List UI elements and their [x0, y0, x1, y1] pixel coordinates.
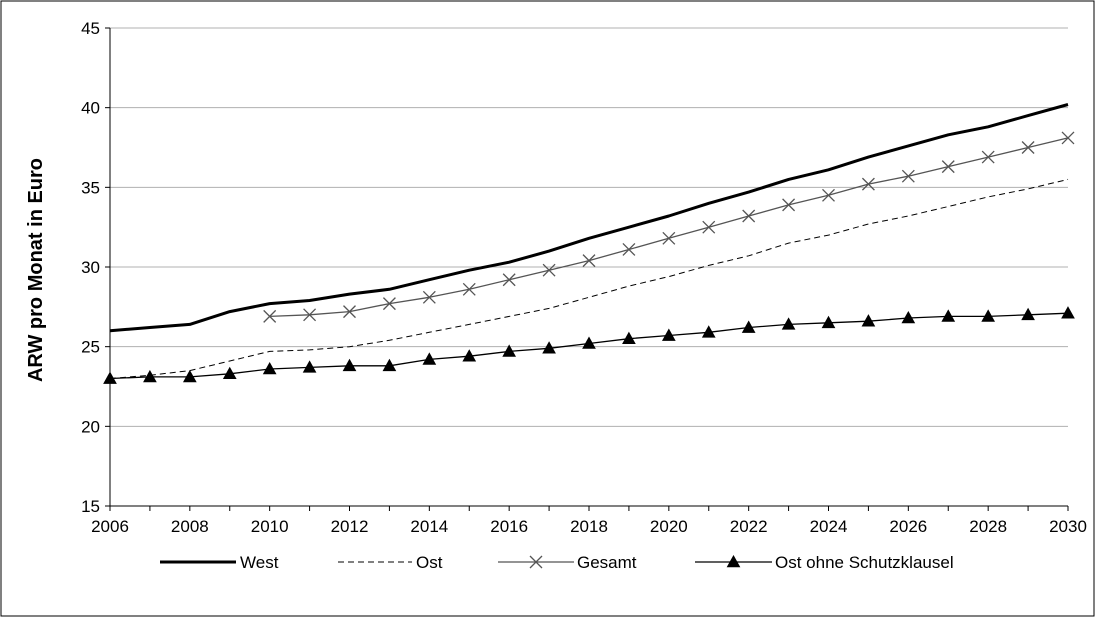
triangle-marker — [502, 344, 517, 357]
triangle-marker — [781, 317, 796, 330]
triangle-marker — [861, 314, 876, 327]
triangle-marker — [981, 309, 996, 322]
triangle-marker — [342, 358, 357, 372]
triangle-marker — [542, 341, 556, 354]
series-group — [103, 103, 1075, 384]
triangle-marker — [821, 315, 836, 329]
x-marker — [1021, 141, 1035, 154]
triangle-marker — [582, 336, 596, 349]
x-marker — [901, 169, 915, 183]
x-marker — [303, 308, 317, 322]
y-tick-label: 25 — [81, 338, 100, 357]
x-tick-label: 2028 — [969, 517, 1007, 536]
gridlines — [110, 27, 1068, 427]
legend-label: West — [240, 553, 279, 572]
x-marker — [529, 555, 543, 569]
triangle-marker — [1021, 307, 1035, 321]
y-tick-label: 45 — [81, 19, 100, 38]
triangle-marker — [103, 371, 117, 384]
series-line — [109, 103, 1069, 333]
triangle-marker — [741, 320, 756, 333]
triangle-marker — [1061, 306, 1075, 319]
axes — [105, 27, 1069, 511]
x-marker — [622, 243, 636, 256]
x-tick-label: 2008 — [171, 517, 209, 536]
y-tick-label: 20 — [81, 417, 100, 436]
x-marker — [861, 177, 875, 191]
legend-label: Ost — [416, 553, 443, 572]
x-tick-labels: 2006 2008 2010 2012 2014 2016 2018 2020 2022 2024… — [91, 517, 1087, 536]
x-marker — [782, 198, 796, 212]
x-tick-label: 2030 — [1049, 517, 1087, 536]
y-tick-label: 30 — [81, 258, 100, 277]
legend-item: Gesamt — [498, 553, 637, 572]
triangle-marker — [701, 325, 716, 338]
x-marker — [263, 309, 277, 323]
triangle-marker — [901, 310, 916, 324]
series-0 — [109, 103, 1069, 333]
series-2 — [263, 131, 1075, 323]
triangle-marker — [726, 554, 741, 568]
x-tick-label: 2010 — [251, 517, 289, 536]
triangle-marker — [941, 309, 956, 322]
triangle-marker — [182, 369, 197, 383]
x-marker — [422, 290, 436, 304]
x-marker — [542, 263, 556, 277]
x-marker — [582, 254, 596, 268]
x-tick-label: 2012 — [331, 517, 369, 536]
x-tick-label: 2016 — [490, 517, 528, 536]
y-tick-labels: 15 20 25 30 35 40 45 — [81, 19, 100, 516]
triangle-marker — [462, 349, 477, 362]
x-tick-label: 2018 — [570, 517, 608, 536]
x-marker — [702, 220, 716, 234]
legend-item: West — [160, 553, 279, 572]
triangle-marker — [222, 366, 237, 380]
y-tick-label: 15 — [81, 497, 100, 516]
triangle-marker — [622, 331, 636, 344]
x-tick-label: 2014 — [410, 517, 448, 536]
x-marker — [981, 150, 995, 164]
y-tick-label: 40 — [81, 99, 100, 118]
series-1 — [109, 178, 1069, 379]
x-marker — [742, 209, 756, 223]
legend-label: Gesamt — [577, 553, 637, 572]
triangle-marker — [661, 328, 676, 341]
x-tick-label: 2020 — [650, 517, 688, 536]
triangle-marker — [262, 361, 277, 375]
x-marker — [502, 273, 516, 287]
triangle-marker — [382, 358, 397, 372]
x-tick-label: 2006 — [91, 517, 129, 536]
x-tick-label: 2024 — [810, 517, 848, 536]
x-marker — [462, 282, 476, 296]
legend: West Ost Gesamt Ost ohne Schutzklausel — [160, 553, 954, 572]
y-axis-label: ARW pro Monat in Euro — [25, 158, 47, 382]
legend-item: Ost ohne Schutzklausel — [695, 553, 954, 572]
x-marker — [343, 305, 356, 319]
triangle-marker — [302, 360, 317, 373]
series-line — [109, 178, 1069, 379]
y-tick-label: 35 — [81, 178, 100, 197]
series-3 — [103, 306, 1075, 384]
triangle-marker — [143, 369, 157, 383]
x-marker — [1061, 131, 1075, 145]
x-marker — [662, 231, 676, 245]
x-tick-label: 2022 — [730, 517, 768, 536]
x-marker — [822, 188, 835, 202]
legend-item: Ost — [338, 553, 443, 572]
triangle-marker — [422, 352, 437, 365]
x-marker — [382, 297, 396, 311]
x-marker — [941, 160, 955, 174]
x-tick-label: 2026 — [889, 517, 927, 536]
legend-label: Ost ohne Schutzklausel — [775, 553, 954, 572]
